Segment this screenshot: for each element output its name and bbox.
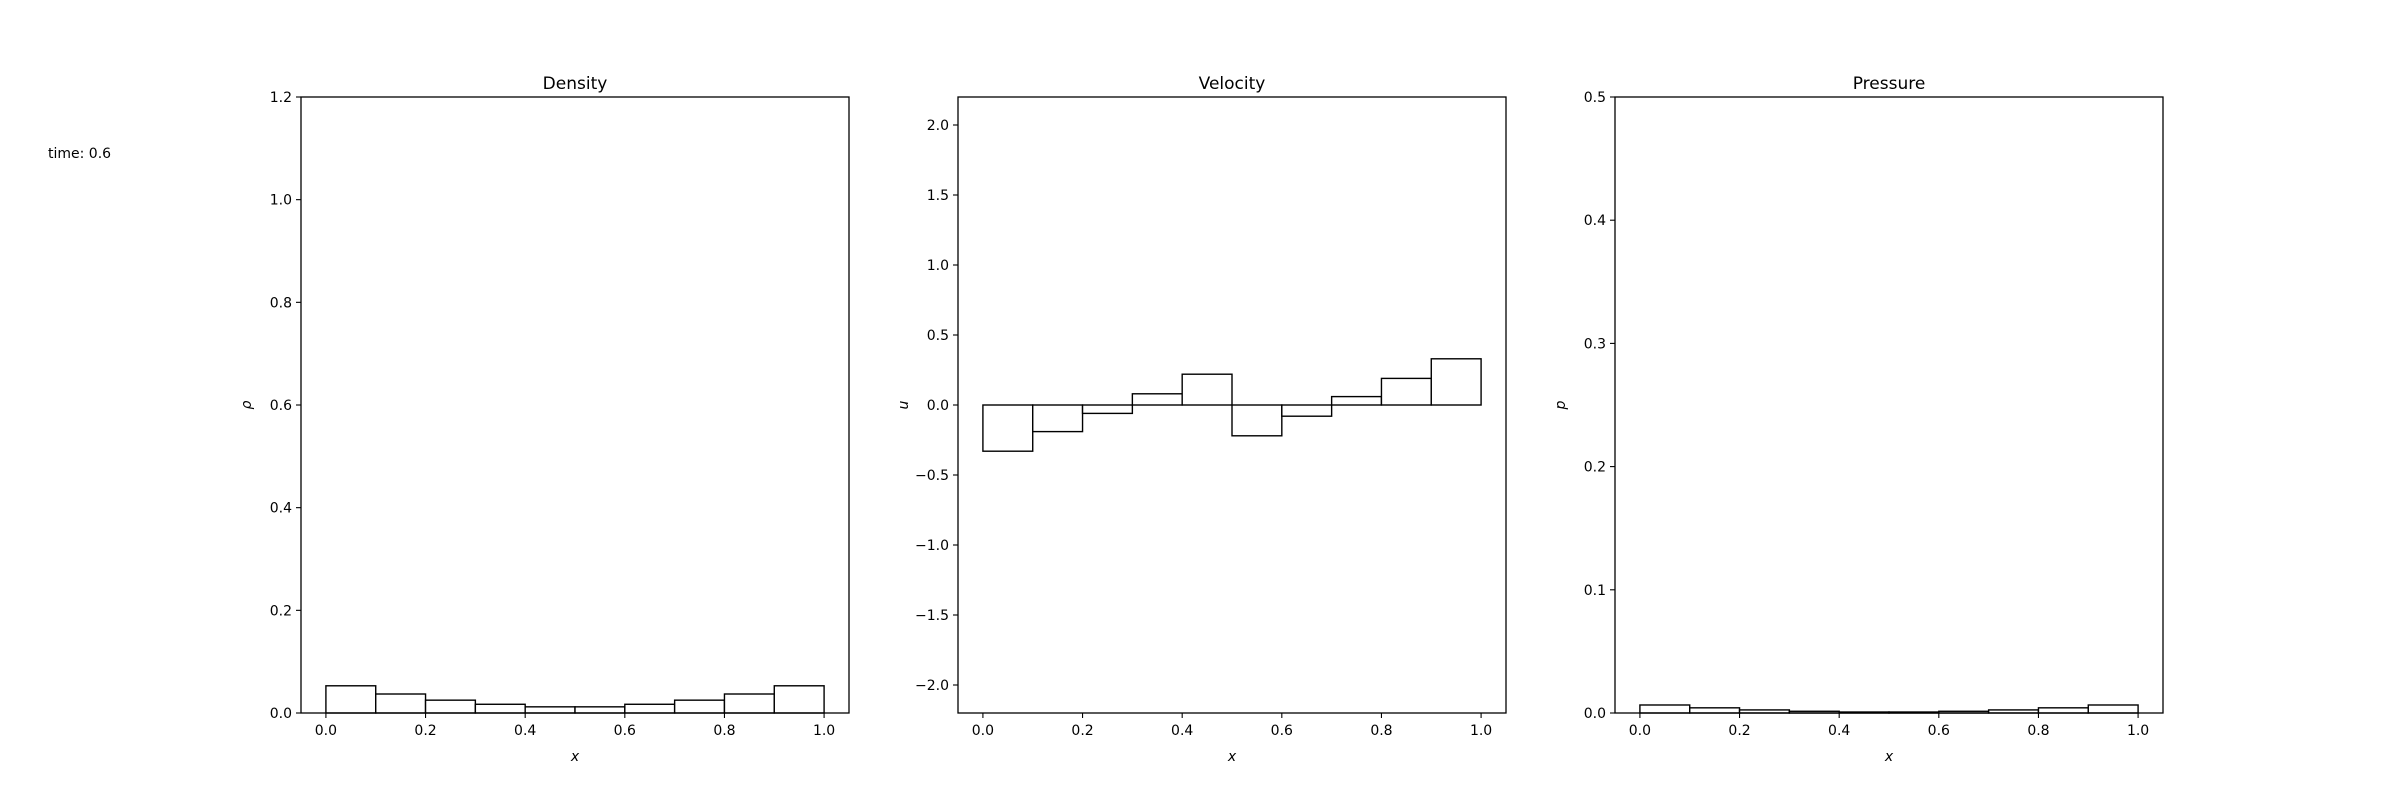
velocity-bar [1231,404,1283,437]
density-bar [723,693,775,714]
pressure-axes-frame [1614,96,2164,714]
velocity-bar [1281,404,1333,417]
velocity-bars [982,358,1482,452]
density-plot: 0.0 0.2 0.4 0.6 0.8 1.0 0.0 0.2 0.4 0.6 0.8 1.0 1.2 D… [239,74,850,765]
density-bar [325,685,377,714]
velocity-ytick-label: −2.0 [915,678,949,694]
velocity-ytick-label: −1.5 [915,608,949,624]
velocity-bar [1081,404,1134,415]
velocity-xtick-label: 0.2 [1071,723,1093,739]
pressure-ytick-label: 0.0 [1584,706,1606,722]
density-xtick-label: 1.0 [813,723,835,739]
pressure-ytick-label: 0.4 [1584,213,1606,229]
density-ytick-label: 1.2 [270,90,292,106]
pressure-bars [1639,704,2139,714]
density-axes-frame [300,96,850,714]
pressure-ytick-label: 0.1 [1584,583,1606,599]
velocity-xtick-label: 1.0 [1470,723,1492,739]
pressure-ytick-label: 0.2 [1584,460,1606,476]
density-ytick-label: 0.8 [270,295,292,311]
density-bar [624,703,676,714]
pressure-ytick-label: 0.5 [1584,90,1606,106]
density-bar [474,703,526,714]
velocity-ytick-label: −1.0 [915,538,949,554]
density-title: Density [543,74,608,94]
velocity-xlabel: x [1227,749,1237,765]
pressure-bar [1639,704,1691,714]
density-ytick-label: 0.6 [270,398,292,414]
velocity-bar [1330,395,1383,406]
pressure-ylabel: p [1553,400,1569,410]
velocity-bar [1032,404,1084,433]
pressure-xlabel: x [1884,749,1894,765]
velocity-ytick-label: −0.5 [915,468,949,484]
velocity-bar [1181,373,1233,406]
density-bar [574,706,626,714]
velocity-ytick-label: 1.0 [927,258,949,274]
velocity-xtick-label: 0.6 [1271,723,1293,739]
velocity-bar [1380,377,1432,406]
velocity-ytick-label: 0.0 [927,398,949,414]
density-ylabel: ρ [239,400,255,409]
pressure-xtick-label: 0.2 [1728,723,1750,739]
pressure-bar [1689,707,1741,714]
pressure-xtick-label: 0.8 [2027,723,2049,739]
velocity-xtick-label: 0.8 [1370,723,1392,739]
pressure-bar [2037,707,2089,714]
density-ytick-label: 0.4 [270,501,292,517]
pressure-bar [2087,704,2139,714]
density-ytick-label: 0.0 [270,706,292,722]
density-xlabel: x [570,749,580,765]
velocity-xtick-label: 0.0 [972,723,994,739]
velocity-ytick-label: 0.5 [927,328,949,344]
pressure-ytick-label: 0.3 [1584,336,1606,352]
velocity-bar [1131,393,1183,406]
pressure-title: Pressure [1853,74,1926,94]
time-annotation: time: 0.6 [48,146,112,162]
density-xtick-label: 0.6 [614,723,636,739]
pressure-xtick-label: 1.0 [2127,723,2149,739]
density-xtick-label: 0.4 [514,723,536,739]
density-bar [424,699,477,714]
velocity-bar [1430,358,1482,406]
pressure-xtick-label: 0.0 [1629,723,1651,739]
density-xtick-label: 0.2 [414,723,436,739]
pressure-plot: 0.0 0.2 0.4 0.6 0.8 1.0 0.0 0.1 0.2 0.3 0.4 0.5 Pres… [1553,74,2164,765]
velocity-ytick-label: 1.5 [927,188,949,204]
density-xtick-label: 0.8 [713,723,735,739]
density-bar [524,706,576,714]
velocity-xtick-label: 0.4 [1171,723,1193,739]
density-bars [325,685,825,714]
velocity-title: Velocity [1199,74,1266,94]
velocity-ytick-label: 2.0 [927,118,949,134]
pressure-xtick-label: 0.6 [1928,723,1950,739]
velocity-ylabel: u [896,400,912,409]
density-bar [375,693,427,714]
density-ytick-label: 0.2 [270,603,292,619]
velocity-plot: 0.0 0.2 0.4 0.6 0.8 1.0 −2.0 −1.5 −1.0 −0.5 0.0 0.5… [896,74,1507,765]
density-bar [773,685,825,714]
density-xtick-label: 0.0 [315,723,337,739]
density-bar [673,699,726,714]
density-ytick-label: 1.0 [270,193,292,209]
velocity-bar [982,404,1034,452]
pressure-xtick-label: 0.4 [1828,723,1850,739]
